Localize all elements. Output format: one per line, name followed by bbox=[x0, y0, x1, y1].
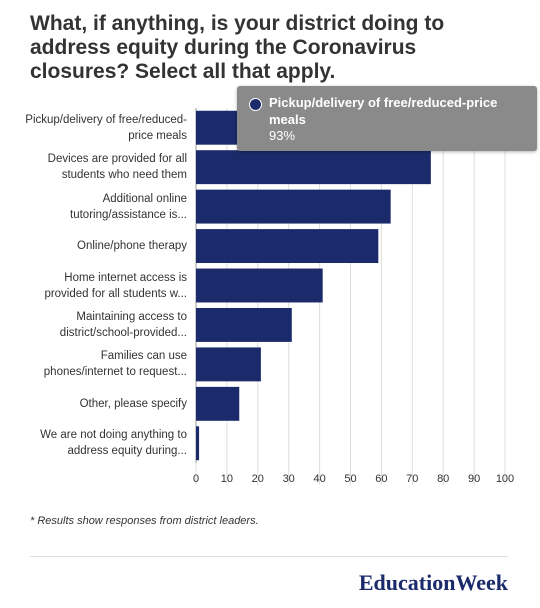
x-tick-label: 10 bbox=[221, 473, 233, 485]
brand-logo[interactable]: EducationWeek bbox=[358, 570, 508, 595]
x-tick-label: 60 bbox=[375, 473, 387, 485]
bar bbox=[196, 150, 431, 185]
chart-title: What, if anything, is your district doin… bbox=[30, 12, 445, 83]
divider bbox=[30, 556, 508, 557]
tooltip-value: 93% bbox=[269, 128, 296, 143]
tooltip-title: Pickup/delivery of free/reduced-price me… bbox=[269, 95, 498, 127]
tooltip: Pickup/delivery of free/reduced-price me… bbox=[237, 86, 537, 151]
bar bbox=[196, 426, 200, 461]
x-tick-label: 20 bbox=[252, 473, 264, 485]
y-tick-label: Home internet access is provided for all… bbox=[44, 271, 187, 300]
y-tick-label: Devices are provided for all students wh… bbox=[47, 153, 187, 182]
y-tick-label: Online/phone therapy bbox=[77, 240, 187, 253]
y-tick-label: Additional online tutoring/assistance is… bbox=[70, 192, 187, 221]
bar bbox=[196, 386, 240, 421]
x-tick-label: 40 bbox=[313, 473, 325, 485]
y-tick-label: Maintaining access to district/school-pr… bbox=[59, 310, 187, 339]
tooltip-marker bbox=[249, 98, 262, 111]
y-tick-label: We are not doing anything to address equ… bbox=[40, 429, 187, 458]
y-tick-label: Other, please specify bbox=[79, 397, 187, 410]
x-tick-label: 50 bbox=[344, 473, 356, 485]
x-tick-label: 0 bbox=[193, 473, 199, 485]
footnote: * Results show responses from district l… bbox=[30, 515, 259, 527]
y-tick-label: Pickup/delivery of free/reduced-price me… bbox=[25, 113, 187, 142]
x-tick-label: 80 bbox=[437, 473, 449, 485]
x-tick-label: 90 bbox=[468, 473, 480, 485]
y-tick-label: Families can use phones/internet to requ… bbox=[43, 350, 187, 379]
bar bbox=[196, 268, 323, 303]
bar bbox=[196, 229, 379, 264]
bar bbox=[196, 347, 261, 382]
x-tick-label: 100 bbox=[496, 473, 514, 485]
bar bbox=[196, 189, 391, 224]
x-tick-label: 70 bbox=[406, 473, 418, 485]
bar bbox=[196, 307, 292, 342]
x-tick-label: 30 bbox=[283, 473, 295, 485]
